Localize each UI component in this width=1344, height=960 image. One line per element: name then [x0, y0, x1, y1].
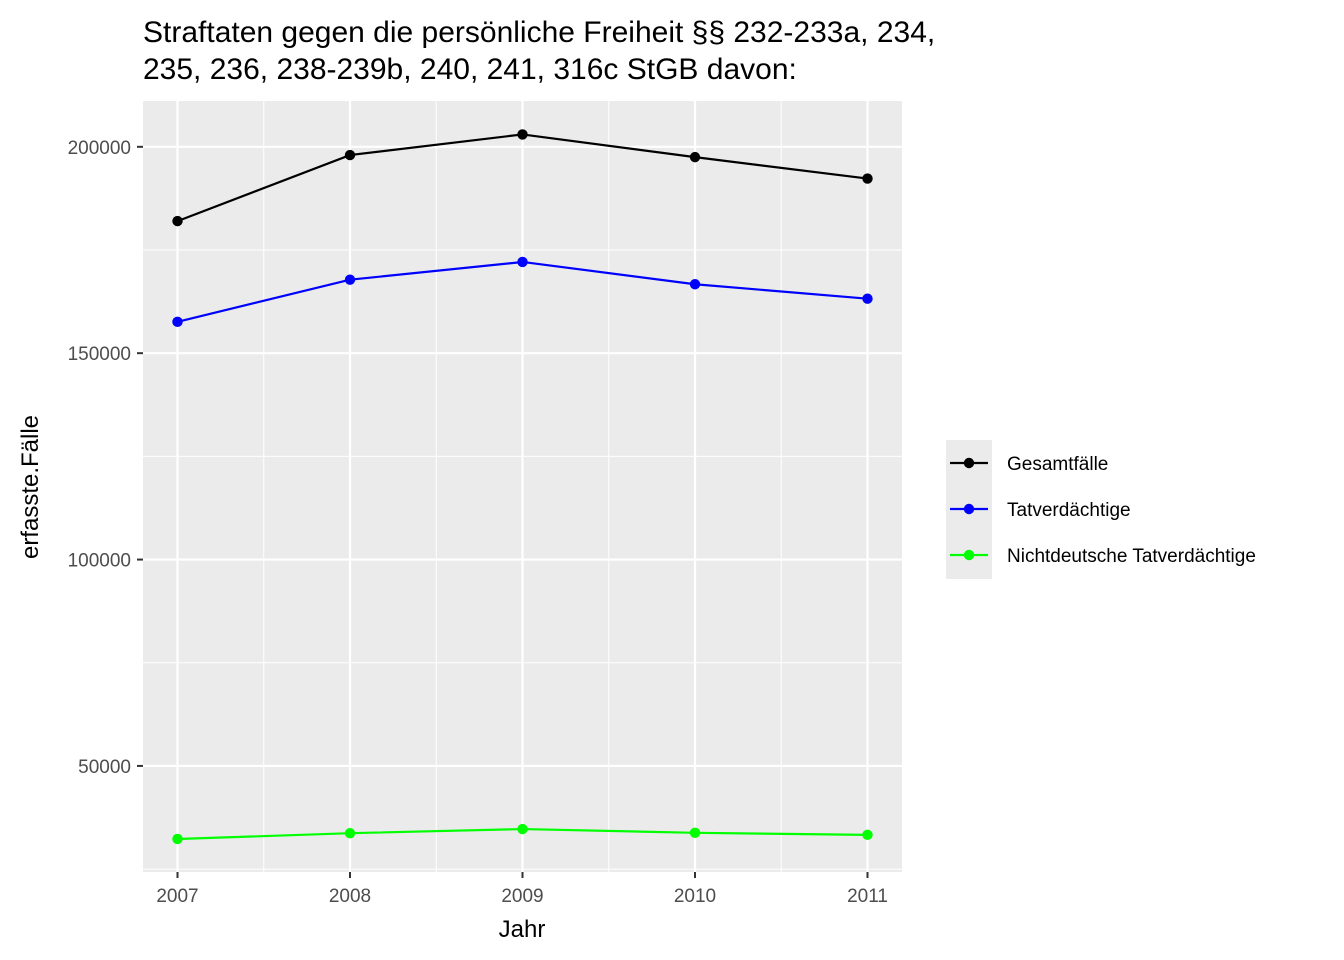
series-layer [172, 129, 873, 845]
data-point [517, 256, 528, 268]
y-tick-label: 150000 [68, 344, 131, 365]
chart-title-line-1: Straftaten gegen die persönliche Freihei… [143, 16, 935, 49]
data-point [862, 173, 873, 184]
legend-key-point [963, 503, 975, 515]
grid-major [143, 101, 902, 872]
data-point [689, 151, 701, 163]
data-point [344, 828, 356, 839]
x-axis-title: Jahr [499, 916, 546, 943]
data-point [344, 149, 356, 161]
x-tick-label: 2011 [847, 886, 888, 907]
data-point [862, 829, 873, 841]
legend-label: Nichtdeutsche Tatverdächtige [1007, 546, 1256, 567]
y-axis: 50000 100000 150000 200000 [68, 138, 143, 778]
y-tick-label: 200000 [68, 138, 131, 159]
x-tick-label: 2010 [674, 886, 716, 907]
legend-label: Gesamtfälle [1007, 454, 1108, 475]
data-point [862, 293, 873, 304]
data-point [172, 833, 183, 845]
y-tick-label: 50000 [78, 757, 131, 778]
x-axis: 2007 2008 2009 2010 2011 [156, 872, 888, 907]
data-point [344, 274, 356, 285]
data-point [172, 215, 183, 227]
legend-label: Tatverdächtige [1007, 500, 1131, 521]
x-tick-label: 2009 [501, 886, 543, 907]
data-point [517, 129, 528, 140]
legend-key-point [963, 457, 975, 469]
legend: Gesamtfälle Tatverdächtige Nichtdeutsche T… [946, 440, 1256, 579]
data-point [689, 279, 701, 290]
data-point [517, 823, 528, 835]
data-point [172, 316, 183, 328]
x-tick-label: 2007 [156, 886, 198, 907]
data-point [689, 827, 701, 838]
legend-key-point [963, 549, 975, 561]
y-axis-title: erfasste.Fälle [17, 415, 44, 559]
chart-title-line-2: 235, 236, 238-239b, 240, 241, 316c StGB … [143, 53, 797, 86]
x-tick-label: 2008 [329, 886, 371, 907]
y-tick-label: 100000 [68, 551, 131, 572]
legend-items: Gesamtfälle Tatverdächtige Nichtdeutsche T… [950, 454, 1256, 567]
